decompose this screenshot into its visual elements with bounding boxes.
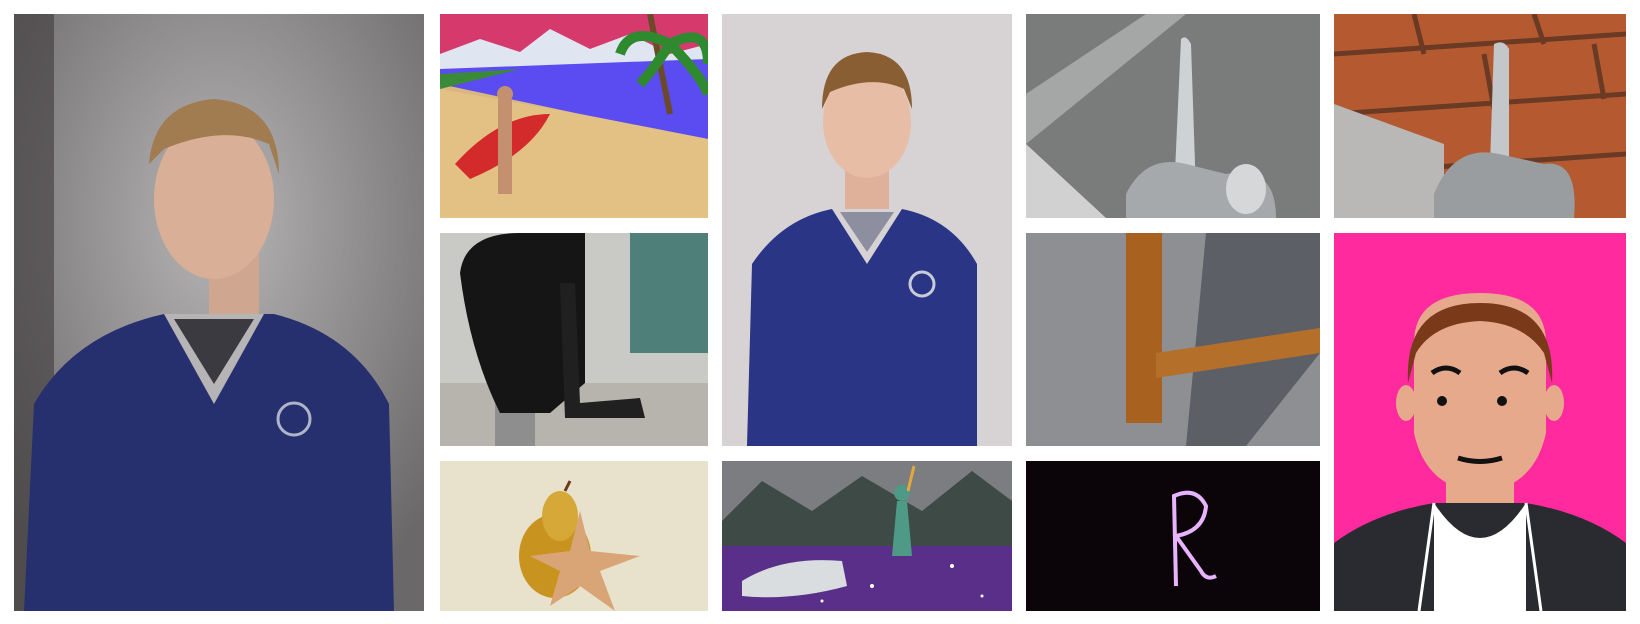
- photo-tile-space-collage[interactable]: [722, 461, 1012, 611]
- avatar-illustration-image: [1334, 233, 1626, 611]
- photo-tile-black-fountain[interactable]: [440, 233, 708, 446]
- photo-tile-light-painting[interactable]: [1026, 461, 1320, 611]
- photo-tile-beach-surfer[interactable]: [440, 14, 708, 218]
- photo-tile-faucet-brick[interactable]: [1334, 14, 1626, 218]
- photo-tile-portrait-light[interactable]: [722, 14, 1012, 446]
- photo-tile-pear-starfish[interactable]: [440, 461, 708, 611]
- furniture-photo-image: [1026, 233, 1320, 446]
- photo-tile-faucet-grey[interactable]: [1026, 14, 1320, 218]
- collage-photo-image: [440, 14, 708, 218]
- portrait-photo-image: [14, 14, 424, 611]
- light-painting-photo-image: [1026, 461, 1320, 611]
- photo-tile-avatar-cartoon[interactable]: [1334, 233, 1626, 611]
- faucet-photo-image: [1334, 14, 1626, 218]
- photo-tile-table-leg[interactable]: [1026, 233, 1320, 446]
- still-life-photo-image: [440, 461, 708, 611]
- collage-photo-image: [722, 461, 1012, 611]
- photo-tile-portrait-dark[interactable]: [14, 14, 424, 611]
- portrait-photo-image: [722, 14, 1012, 446]
- faucet-photo-image: [1026, 14, 1320, 218]
- fountain-photo-image: [440, 233, 708, 446]
